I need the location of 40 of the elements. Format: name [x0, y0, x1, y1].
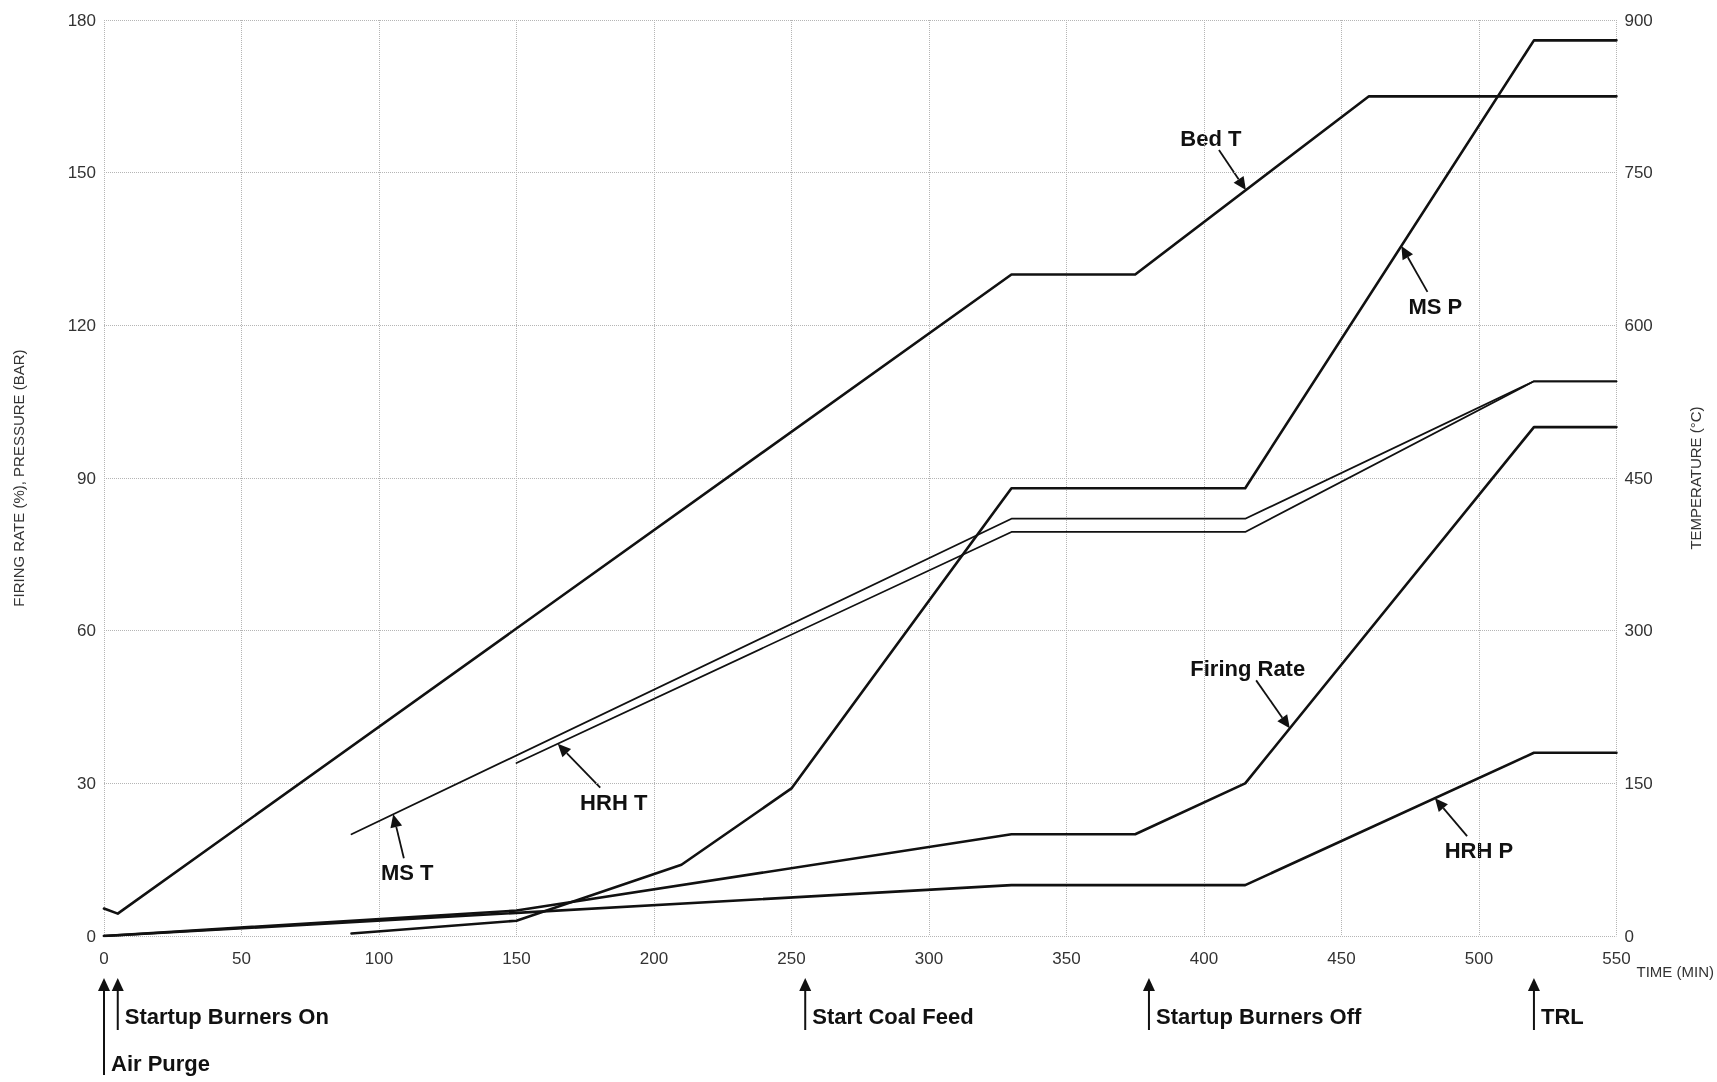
y2-tick-label: 900	[1624, 10, 1653, 30]
x-tick-label: 550	[1602, 949, 1631, 968]
y-tick-label: 120	[67, 315, 96, 335]
ref-line-label: Air Purge	[111, 1051, 211, 1076]
y-tick-label: 0	[86, 926, 96, 946]
x-tick-label: 50	[232, 949, 251, 968]
x-tick-label: 150	[502, 949, 531, 968]
legend-label: MS T	[380, 860, 435, 886]
x-tick-label: 250	[777, 949, 806, 968]
legend-label: HRH T	[580, 789, 648, 815]
x-tick-label: 350	[1052, 949, 1081, 968]
x-tick-label: 100	[364, 949, 394, 968]
y-tick-label: 150	[67, 163, 96, 183]
x-tick-label: 500	[1464, 949, 1494, 968]
y-tick-label: 180	[67, 10, 96, 30]
legend-label: MS P	[1408, 293, 1463, 319]
y-tick-label: 60	[77, 621, 96, 641]
x-tick-label: 450	[1327, 949, 1356, 968]
x-axis-title: TIME (MIN)	[1636, 963, 1714, 980]
ref-line-label: Startup Burners Off	[1155, 1004, 1362, 1029]
x-tick-label: 400	[1189, 949, 1219, 968]
y-axis-title: FIRING RATE (%), PRESSURE (BAR)	[10, 349, 27, 607]
x-tick-label: 200	[639, 949, 669, 968]
legend-label: HRH P	[1444, 838, 1514, 864]
ref-line-label: Startup Burners On	[124, 1004, 329, 1029]
y2-tick-label: 300	[1624, 621, 1653, 641]
series-label: Firing Rate	[1190, 656, 1306, 682]
y2-tick-label: 450	[1624, 468, 1653, 488]
y-tick-label: 90	[77, 468, 96, 488]
x-tick-label: 0	[99, 949, 109, 968]
y2-tick-label: 150	[1624, 773, 1653, 793]
y2-axis-title: TEMPERATURE (°C)	[1687, 406, 1705, 550]
series-label: Bed T	[1180, 126, 1242, 152]
ref-line-label: TRL	[1540, 1004, 1584, 1029]
ref-line-label: Start Coal Feed	[812, 1004, 974, 1029]
y-tick-label: 30	[77, 773, 96, 793]
y2-tick-label: 0	[1624, 926, 1634, 946]
x-tick-label: 300	[914, 949, 944, 968]
y2-tick-label: 600	[1624, 315, 1653, 335]
y2-tick-label: 750	[1624, 163, 1653, 183]
